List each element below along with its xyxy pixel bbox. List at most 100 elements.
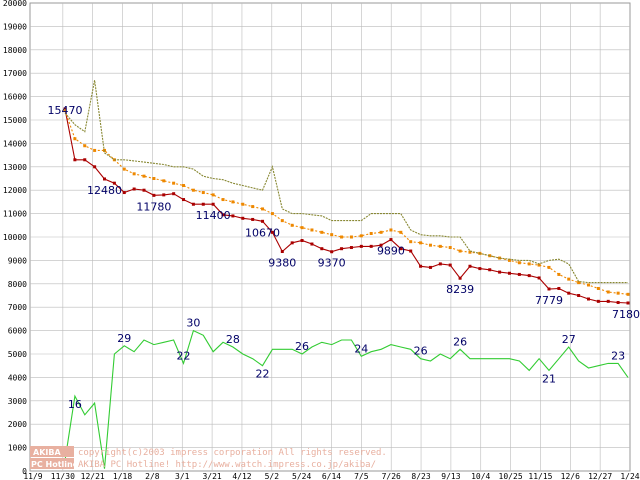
y-tick-label: 17000	[3, 69, 27, 78]
series-0-marker	[221, 213, 225, 217]
data-label: 22	[177, 349, 191, 362]
data-label: 28	[226, 333, 240, 346]
series-1-marker	[211, 193, 215, 197]
data-label: 30	[186, 317, 200, 330]
x-tick-label: 10/4	[471, 472, 490, 480]
series-0-marker	[389, 238, 393, 242]
series-1-marker	[280, 219, 284, 223]
series-0-marker	[616, 301, 620, 305]
series-0-marker	[379, 243, 383, 247]
series-1-marker	[468, 250, 472, 254]
series-0-marker	[83, 158, 87, 162]
data-labels: 15470 12480 11780 11400 10670 9380 9370 9890 823…	[48, 104, 640, 411]
y-tick-label: 9000	[8, 256, 27, 265]
series-1-marker	[340, 235, 344, 239]
x-tick-label: 11/30	[51, 472, 75, 480]
series-0-marker	[606, 299, 610, 303]
series-1-marker	[626, 292, 630, 296]
series-1-marker	[537, 263, 541, 267]
copyright-line: copyright(c)2003 impress corporation All…	[78, 448, 387, 458]
data-label: 29	[117, 332, 131, 345]
grid-lines	[30, 3, 630, 471]
x-tick-label: 8/23	[411, 472, 430, 480]
y-tick-label: 18000	[3, 46, 27, 55]
series-1-marker	[73, 137, 77, 141]
x-tick-label: 4/12	[232, 472, 251, 480]
series-1-marker	[527, 262, 531, 266]
y-tick-label: 10000	[3, 233, 27, 242]
series-0-marker	[152, 193, 156, 197]
series-1-marker	[132, 172, 136, 176]
y-tick-label: 6000	[8, 327, 27, 336]
series-0-marker	[142, 188, 146, 192]
series-0-marker	[468, 264, 472, 268]
y-tick-label: 16000	[3, 93, 27, 102]
credit-watermark: AKIBA PC Hotline! copyright(c)2003 impre…	[30, 446, 387, 470]
series-1-marker	[201, 191, 205, 195]
logo-text-top: AKIBA	[33, 448, 61, 457]
series-1-marker	[83, 144, 87, 148]
series-1-marker	[399, 230, 403, 234]
series-1-marker	[577, 281, 581, 285]
y-tick-label: 5000	[8, 350, 27, 359]
series-0-marker	[270, 230, 274, 234]
series-1-marker	[379, 230, 383, 234]
series-0-marker	[211, 202, 215, 206]
series-1-marker	[330, 233, 334, 237]
series-1-marker	[162, 179, 166, 183]
data-label: 11400	[196, 209, 231, 222]
series-0-marker	[290, 241, 294, 245]
data-label: 21	[542, 372, 556, 385]
series-1-marker	[586, 283, 590, 287]
series-1-marker	[359, 234, 363, 238]
series-0-marker	[419, 264, 423, 268]
x-tick-label: 12/27	[588, 472, 612, 480]
series-0-marker	[626, 301, 630, 305]
series-0-marker	[488, 268, 492, 272]
x-axis-ticks: 11/9 11/30 12/21 1/18 2/8 3/1 3/21 4/12 5/2 5/24 6…	[23, 472, 639, 480]
series-1-marker	[93, 148, 97, 152]
series-0-marker	[162, 193, 166, 197]
y-axis-ticks: 0 1000 2000 3000 4000 5000 6000 7000 8000 9000 100…	[3, 0, 27, 476]
series-0-marker	[261, 219, 265, 223]
series-0-marker	[172, 192, 176, 196]
series-0-marker	[547, 287, 551, 291]
data-label: 16	[68, 398, 82, 411]
series-0-marker	[122, 191, 126, 195]
series-0-marker	[537, 276, 541, 280]
series-lines	[63, 80, 630, 469]
y-tick-label: 13000	[3, 163, 27, 172]
x-tick-label: 5/2	[265, 472, 280, 480]
x-tick-label: 9/13	[441, 472, 460, 480]
y-tick-label: 1000	[8, 444, 27, 453]
series-1-marker	[517, 261, 521, 265]
y-tick-label: 8000	[8, 280, 27, 289]
data-label: 12480	[87, 184, 122, 197]
data-label: 10670	[245, 226, 280, 239]
logo-box-bottom	[30, 458, 74, 469]
series-0-marker	[191, 202, 195, 206]
x-tick-label: 12/21	[81, 472, 105, 480]
y-tick-label: 4000	[8, 373, 27, 382]
series-0-marker	[73, 158, 77, 162]
data-label: 8239	[446, 283, 474, 296]
data-label: 24	[354, 342, 368, 355]
logo-text-bottom: PC Hotline!	[31, 460, 82, 469]
data-label: 22	[256, 368, 270, 381]
series-0-marker	[586, 297, 590, 301]
series-line-2	[64, 80, 628, 284]
y-tick-label: 7000	[8, 303, 27, 312]
series-0-marker	[330, 250, 334, 254]
series-1-marker	[152, 177, 156, 180]
series-0-marker	[112, 181, 116, 185]
x-tick-label: 3/1	[175, 472, 190, 480]
series-1-marker	[290, 223, 294, 227]
series-0-marker	[369, 244, 373, 248]
series-0-marker	[596, 299, 600, 303]
x-tick-label: 12/6	[561, 472, 580, 480]
series-0-marker	[63, 107, 67, 111]
series-0-marker	[182, 198, 186, 202]
series-1-marker	[221, 198, 225, 202]
series-1-marker	[142, 174, 146, 178]
